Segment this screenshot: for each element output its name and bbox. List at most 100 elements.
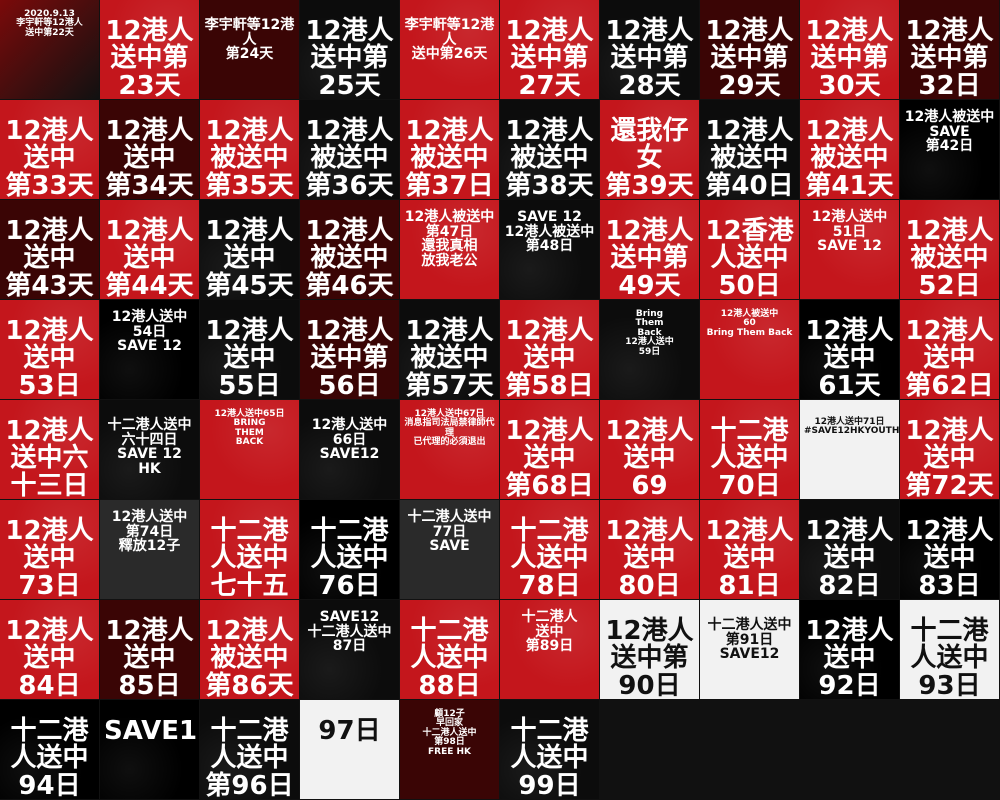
collage-tile[interactable]: 2020.9.13 李宇軒等12港人 送中第22天	[0, 0, 99, 99]
collage-tile[interactable]: 12港人送中67日 消息指司法局禁律師代理 已代理的必須退出	[400, 400, 499, 499]
collage-tile[interactable]: 還我仔女 第39天	[600, 100, 699, 199]
collage-tile[interactable]: 12港人送中 73日	[0, 500, 99, 599]
tile-caption: 12港人送中 61天	[805, 316, 894, 399]
collage-tile[interactable]: 12香港人送中 50日	[700, 200, 799, 299]
collage-tile[interactable]: 12港人被送中 第57天	[400, 300, 499, 399]
tile-caption: 12港人送中 85日	[105, 616, 194, 699]
collage-tile[interactable]: 十二港人 送中 第89日	[500, 600, 599, 699]
collage-tile[interactable]: 12港人送中 51日 SAVE 12	[800, 200, 899, 299]
collage-tile[interactable]: 12港人被送中 第35天	[200, 100, 299, 199]
collage-tile[interactable]: 12港人送中 第58日	[500, 300, 599, 399]
collage-tile[interactable]: 12港人 送中第23天	[100, 0, 199, 99]
collage-tile[interactable]: 十二港人送中 76日	[300, 500, 399, 599]
collage-tile[interactable]: 12港人送中 第72天	[900, 400, 999, 499]
collage-tile[interactable]: 12港人送中 第62日	[900, 300, 999, 399]
tile-caption: 12港人被送中 第41天	[805, 116, 894, 199]
tile-caption: 十二港人送中六十四日 SAVE 12 HK	[107, 417, 192, 478]
tile-caption: 12港人送中65日 BRING THEM BACK	[214, 409, 285, 448]
collage-tile[interactable]: 12港人送中 第33天	[0, 100, 99, 199]
collage-tile[interactable]: 12港人送中 92日	[800, 600, 899, 699]
collage-tile[interactable]: 12港人送中 69	[600, 400, 699, 499]
collage-tile[interactable]: 12港人被送中 第37日	[400, 100, 499, 199]
collage-tile[interactable]: 李宇軒等12港人 送中第26天	[400, 0, 499, 99]
collage-tile[interactable]: 12港人被送中 52日	[900, 200, 999, 299]
collage-tile[interactable]: 12港人送中 第74日 釋放12子	[100, 500, 199, 599]
collage-tile[interactable]: 12港人被送中 第40日	[700, 100, 799, 199]
collage-tile[interactable]: 12港人被送中 第36天	[300, 100, 399, 199]
collage-tile[interactable]: 12港人送中 第44天	[100, 200, 199, 299]
collage-tile[interactable]: 12港人送中第25天	[300, 0, 399, 99]
collage-tile[interactable]: SAVE12 十二港人送中 87日	[300, 600, 399, 699]
collage-tile[interactable]: 李宇軒等12港人 第24天	[200, 0, 299, 99]
collage-tile[interactable]: 12港人送中第49天	[600, 200, 699, 299]
collage-tile[interactable]: 12港人被送中 60 Bring Them Back	[700, 300, 799, 399]
collage-tile[interactable]: 顧12子 早回家 十二港人送中 第98日 FREE HK	[400, 700, 499, 799]
collage-tile[interactable]: 十二港人送中 70日	[700, 400, 799, 499]
collage-tile[interactable]: 十二港人送中第91日 SAVE12	[700, 600, 799, 699]
tile-caption: 12港人送中67日 消息指司法局禁律師代理 已代理的必須退出	[404, 409, 495, 448]
collage-tile[interactable]: 12港人 送中第32日	[900, 0, 999, 99]
tile-caption: 12港人被送中 第38天	[505, 116, 594, 199]
collage-tile[interactable]: 12港人送中 55日	[200, 300, 299, 399]
collage-tile[interactable]: 12港人送中 81日	[700, 500, 799, 599]
collage-tile[interactable]: 12港人被送中 第47日 還我真相 放我老公	[400, 200, 499, 299]
collage-tile[interactable]: 12港人 送中第28天	[600, 0, 699, 99]
collage-tile[interactable]: 12港人被送中 第46天	[300, 200, 399, 299]
collage-tile[interactable]: 12港人被送中 第86天	[200, 600, 299, 699]
collage-tile[interactable]: 十二港人送中第96日	[200, 700, 299, 799]
collage-tile[interactable]: SAVE 12 12港人被送中 第48日	[500, 200, 599, 299]
collage-tile[interactable]: SAVE12	[100, 700, 199, 799]
collage-tile[interactable]: 12港人 送中第29天	[700, 0, 799, 99]
collage-tile[interactable]: 12港人送中65日 BRING THEM BACK	[200, 400, 299, 499]
tile-overlay	[100, 700, 199, 799]
tile-caption: 12港人送中 第74日 釋放12子	[111, 509, 188, 555]
collage-tile[interactable]: 12港人送中六十三日	[0, 400, 99, 499]
collage-tile[interactable]: 12港人送中 83日	[900, 500, 999, 599]
tile-caption: 十二港人 送中 第89日	[521, 609, 578, 655]
collage-tile[interactable]: 12港人送中71日 #SAVE12HKYOUTHS	[800, 400, 899, 499]
collage-tile[interactable]: 十二港人送中六十四日 SAVE 12 HK	[100, 400, 199, 499]
collage-tile[interactable]: 12港人送中 85日	[100, 600, 199, 699]
collage-tile[interactable]: 12港人送中 第34天	[100, 100, 199, 199]
collage-tile[interactable]: 12港人送中 80日	[600, 500, 699, 599]
collage-tile[interactable]: 十二港人送中 93日	[900, 600, 999, 699]
collage-tile[interactable]: 12港人 送中第27天	[500, 0, 599, 99]
collage-tile[interactable]: 12港人送中 第43天	[0, 200, 99, 299]
collage-tile[interactable]: 十二港人送中 78日	[500, 500, 599, 599]
collage-tile[interactable]: 12港人被送中 第38天	[500, 100, 599, 199]
tile-caption: Bring Them Back 12港人送中 59日	[625, 309, 674, 357]
collage-tile[interactable]: 97日	[300, 700, 399, 799]
tile-caption: 12港人送中 80日	[605, 516, 694, 599]
collage-tile[interactable]: 12港人送中 第45天	[200, 200, 299, 299]
collage-tile[interactable]: 12港人送中 84日	[0, 600, 99, 699]
tile-caption: 12港人送中 82日	[805, 516, 894, 599]
collage-tile[interactable]: 12港人送中第56日	[300, 300, 399, 399]
collage-tile[interactable]: 12港人送中 61天	[800, 300, 899, 399]
collage-tile[interactable]: 12港人送中 第68日	[500, 400, 599, 499]
tile-caption: 12港人送中六十三日	[5, 416, 94, 499]
collage-tile[interactable]: 12港人被送中 第41天	[800, 100, 899, 199]
collage-tile[interactable]: 12港人被送中 SAVE 第42日	[900, 100, 999, 199]
tile-caption: 12港人送中 69	[605, 416, 694, 499]
tile-caption: 12港人被送中 第57天	[405, 316, 494, 399]
collage-tile[interactable]: 12港人送中 53日	[0, 300, 99, 399]
tile-caption: SAVE 12 12港人被送中 第48日	[504, 209, 595, 255]
collage-tile[interactable]: 12港人送中 82日	[800, 500, 899, 599]
collage-tile[interactable]: 12港人送中66日 SAVE12	[300, 400, 399, 499]
tile-caption: 12港人送中 83日	[905, 516, 994, 599]
collage-tile[interactable]: 十二港人送中七十五日	[200, 500, 299, 599]
collage-tile[interactable]: 12港人 送中第30天	[800, 0, 899, 99]
tile-caption: 12香港人送中 50日	[705, 216, 794, 299]
tile-caption: 12港人送中 第58日	[505, 316, 594, 399]
collage-tile[interactable]: 12港人送中 54日 SAVE 12	[100, 300, 199, 399]
tile-caption: 李宇軒等12港人 第24天	[204, 17, 295, 63]
collage-tile[interactable]: 12港人送中第90日	[600, 600, 699, 699]
tile-caption: 十二港人送中 78日	[510, 516, 589, 599]
collage-tile[interactable]: 十二港人送中99日	[500, 700, 599, 799]
collage-tile[interactable]: 十二港人送中 77日 SAVE	[400, 500, 499, 599]
collage-tile[interactable]: Bring Them Back 12港人送中 59日	[600, 300, 699, 399]
collage-tile[interactable]: 十二港人送中 88日	[400, 600, 499, 699]
tile-caption: 12港人送中 84日	[5, 616, 94, 699]
tile-caption: 十二港人送中第96日	[205, 716, 294, 799]
collage-tile[interactable]: 十二港人送中94日	[0, 700, 99, 799]
